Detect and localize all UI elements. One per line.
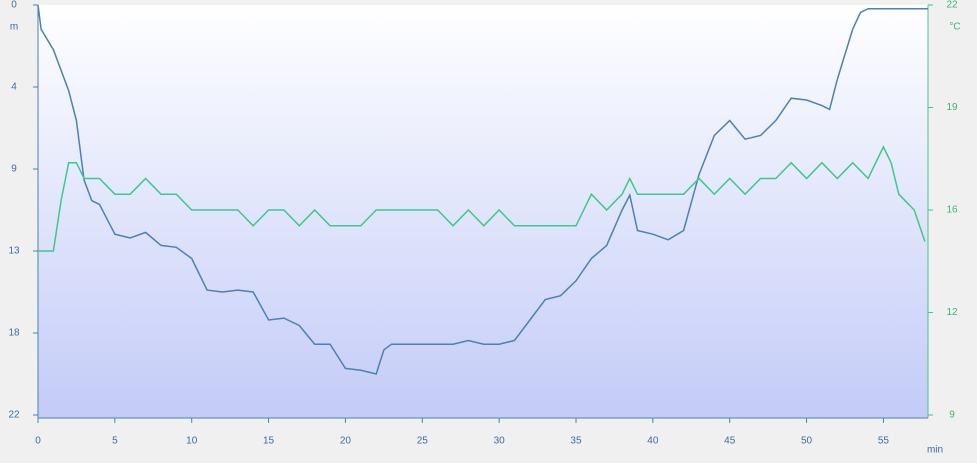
x-tick-label: 50	[801, 436, 813, 447]
x-tick-label: 30	[494, 436, 506, 447]
x-tick-label: 15	[263, 436, 275, 447]
y2-tick-label: 9	[949, 410, 955, 421]
y-tick-label: 9	[11, 164, 17, 175]
plot-area	[38, 5, 928, 418]
y2-axis-label: °C	[949, 22, 960, 33]
x-tick-label: 55	[878, 436, 890, 447]
y-tick-label: 13	[8, 246, 20, 257]
x-tick-label: 5	[112, 436, 118, 447]
y2-tick-label: 22	[946, 0, 958, 11]
y-tick-label: 0	[11, 0, 17, 11]
y-tick-label: 4	[11, 82, 17, 93]
x-tick-label: 10	[186, 436, 198, 447]
series-line	[37, 4, 928, 375]
x-tick-label: 0	[35, 436, 41, 447]
x-tick-label: 20	[340, 436, 352, 447]
y-tick-label: 22	[8, 410, 20, 421]
x-tick-label: 25	[417, 436, 429, 447]
x-axis-label: min	[927, 445, 943, 456]
y2-tick-label: 12	[946, 307, 958, 318]
x-tick-label: 40	[647, 436, 659, 447]
y2-tick-label: 16	[946, 205, 958, 216]
series-line	[38, 145, 926, 252]
y-axis-label: m	[10, 22, 18, 33]
y2-tick-label: 19	[946, 102, 958, 113]
x-tick-label: 45	[724, 436, 736, 447]
x-tick-label: 35	[570, 436, 582, 447]
y-tick-label: 18	[8, 328, 20, 339]
